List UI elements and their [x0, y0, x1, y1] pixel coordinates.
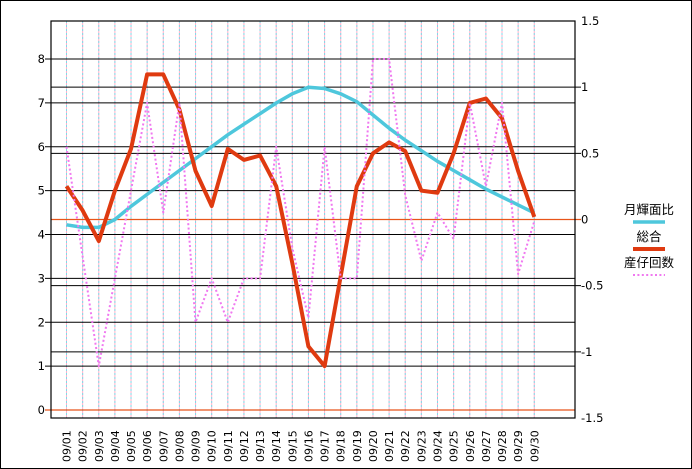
- x-axis-date-label: 09/04: [109, 430, 122, 462]
- left-axis-tick-label: 7: [38, 96, 45, 110]
- left-axis-tick-label: 1: [38, 359, 45, 373]
- x-axis-date-label: 09/11: [222, 430, 235, 462]
- x-axis-date-label: 09/22: [399, 430, 412, 462]
- x-axis-date-label: 09/23: [415, 430, 428, 462]
- x-axis-date-label: 09/16: [302, 430, 315, 462]
- x-axis-date-label: 09/15: [286, 430, 299, 462]
- series-line-産仔回数: [65, 58, 536, 368]
- x-axis-date-label: 09/02: [77, 430, 90, 462]
- x-axis-date-label: 09/19: [351, 430, 364, 462]
- x-axis-date-label: 09/07: [157, 430, 170, 462]
- x-axis-date-label: 09/17: [319, 430, 332, 462]
- x-axis-date-label: 09/21: [383, 430, 396, 462]
- right-axis-tick-label: -0.5: [581, 279, 603, 293]
- x-axis-date-label: 09/12: [238, 430, 251, 462]
- right-axis-tick-label: 0: [581, 213, 588, 227]
- right-axis-tick-label: 1.5: [581, 14, 599, 28]
- right-axis-tick-label: -1.5: [581, 411, 603, 425]
- series-line-総合: [64, 72, 537, 369]
- x-axis-date-label: 09/09: [190, 430, 203, 462]
- left-axis-tick-label: 6: [38, 140, 45, 154]
- legend-label: 月輝面比: [624, 202, 674, 217]
- left-axis-tick-label: 5: [38, 184, 45, 198]
- x-axis-date-label: 09/20: [367, 430, 380, 462]
- x-axis-date-label: 09/24: [431, 430, 444, 462]
- x-axis-date-label: 09/05: [125, 430, 138, 462]
- x-axis-date-label: 09/10: [206, 430, 219, 462]
- left-axis-tick-label: 0: [38, 403, 45, 417]
- left-axis-tick-label: 8: [38, 52, 45, 66]
- x-axis-date-label: 09/18: [335, 430, 348, 462]
- x-axis-date-label: 09/30: [528, 430, 541, 462]
- x-axis-date-label: 09/06: [141, 430, 154, 462]
- x-axis-date-label: 09/13: [254, 430, 267, 462]
- left-axis-tick-label: 2: [38, 315, 45, 329]
- x-axis-date-label: 09/29: [512, 430, 525, 462]
- right-axis-tick-label: -1: [581, 345, 592, 359]
- legend-label: 総合: [636, 229, 662, 244]
- x-axis-date-label: 09/25: [448, 430, 461, 462]
- x-axis-date-label: 09/01: [61, 430, 74, 462]
- x-axis-date-label: 09/08: [173, 430, 186, 462]
- legend-label: 産仔回数: [624, 255, 675, 270]
- series-line-月輝面比: [66, 85, 536, 230]
- plot-border: [50, 20, 576, 419]
- right-axis-tick-label: 1: [581, 80, 588, 94]
- x-axis-date-label: 09/03: [93, 430, 106, 462]
- left-axis-tick-label: 4: [38, 228, 45, 242]
- x-axis-date-label: 09/14: [270, 430, 283, 462]
- x-axis-date-label: 09/28: [496, 430, 509, 462]
- x-axis-date-label: 09/27: [480, 430, 493, 462]
- left-axis-tick-label: 3: [38, 271, 45, 285]
- right-axis-tick-label: 0.5: [581, 146, 599, 160]
- x-axis-date-label: 09/26: [464, 430, 477, 462]
